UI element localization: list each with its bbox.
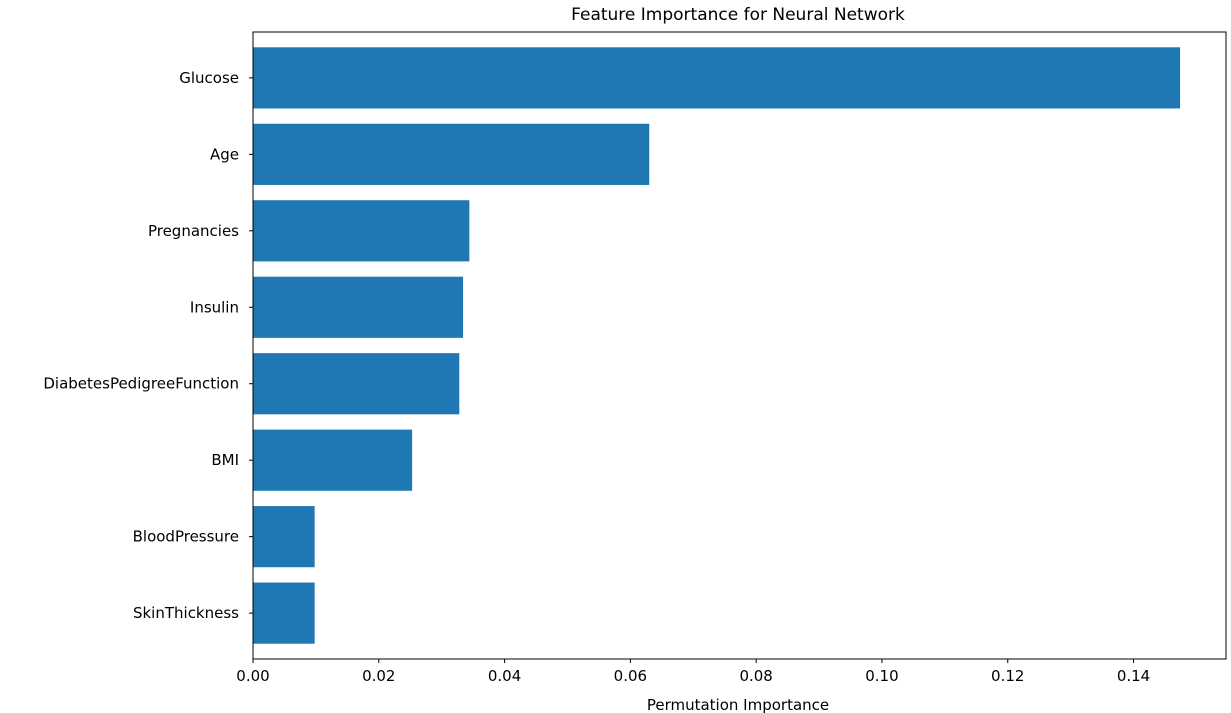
x-tick-label: 0.08	[739, 667, 772, 685]
y-tick-label: DiabetesPedigreeFunction	[43, 375, 239, 393]
x-axis-label: Permutation Importance	[647, 696, 829, 713]
bar-glucose	[253, 47, 1181, 109]
bar-age	[253, 123, 650, 185]
chart-title: Feature Importance for Neural Network	[571, 5, 905, 25]
x-tick-label: 0.06	[614, 667, 647, 685]
y-axis-ticks: Glucose Age Pregnancies Insulin DiabetesPedi…	[43, 69, 253, 622]
x-tick-label: 0.12	[991, 667, 1024, 685]
bar-insulin	[253, 276, 464, 338]
y-tick-label: Age	[210, 145, 239, 163]
y-tick-label: SkinThickness	[133, 604, 239, 622]
y-tick-label: Pregnancies	[148, 222, 239, 240]
y-tick-label: BloodPressure	[133, 528, 239, 546]
x-tick-label: 0.02	[362, 667, 395, 685]
bar-diabetespedigreefunction	[253, 353, 460, 415]
y-tick-label: BMI	[211, 451, 239, 469]
x-tick-label: 0.14	[1117, 667, 1150, 685]
x-tick-label: 0.00	[236, 667, 269, 685]
x-tick-label: 0.10	[865, 667, 898, 685]
bar-bloodpressure	[253, 506, 315, 568]
y-tick-label: Glucose	[179, 69, 239, 87]
x-axis-ticks: 0.00 0.02 0.04 0.06 0.08 0.10 0.12 0.14	[236, 659, 1150, 685]
bar-pregnancies	[253, 200, 470, 262]
x-tick-label: 0.04	[488, 667, 521, 685]
y-tick-label: Insulin	[190, 298, 239, 316]
plot-frame	[252, 31, 1227, 660]
bar-bmi	[253, 429, 413, 491]
bar-skinthickness	[253, 582, 315, 644]
bars-group	[253, 47, 1181, 644]
